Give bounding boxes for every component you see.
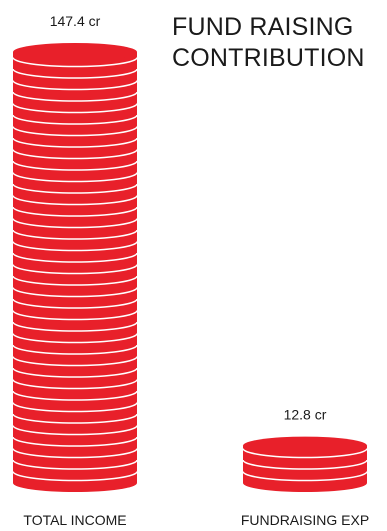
coin-edge (12, 172, 138, 183)
coin-edge (12, 287, 138, 298)
coin-edge (12, 264, 138, 275)
chart-title-line-1: FUND RAISING (172, 13, 354, 41)
coin-edge (12, 241, 138, 252)
coin-edge (242, 471, 368, 482)
chart-title-line-2: CONTRIBUTION (172, 44, 365, 72)
coin-top-total-income (13, 43, 137, 61)
coin-edge (12, 379, 138, 390)
bar-fundraising-exp (242, 436, 368, 492)
coin-edge (12, 448, 138, 459)
coin-edge (12, 57, 138, 68)
coin-edge (12, 252, 138, 263)
coin-edge (12, 80, 138, 91)
coin-edge (12, 91, 138, 102)
coin-edge (12, 390, 138, 401)
coin-top-fundraising-exp (243, 436, 367, 455)
coin-edge (12, 425, 138, 436)
coin-edge (12, 333, 138, 344)
coin-edge (12, 471, 138, 482)
coin-edge (12, 275, 138, 286)
coin-edge (12, 195, 138, 206)
value-label-total-income: 147.4 cr (50, 13, 101, 29)
category-labels: TOTAL INCOME FUNDRAISING EXP (23, 512, 369, 528)
coin-edge (12, 183, 138, 194)
coin-edge (12, 137, 138, 148)
coin-edge (12, 436, 138, 447)
bar-body-total-income (13, 52, 137, 483)
category-label-total-income: TOTAL INCOME (23, 512, 126, 528)
coin-edge (12, 298, 138, 309)
coin-edge (242, 448, 368, 459)
bars (12, 43, 368, 492)
coin-edge (12, 114, 138, 125)
coin-edge (12, 356, 138, 367)
chart-title: FUND RAISING CONTRIBUTION (172, 13, 365, 72)
bar-base-fundraising-exp (243, 474, 367, 492)
coin-edge (242, 459, 368, 470)
coin-edge (12, 206, 138, 217)
coin-edge (12, 459, 138, 470)
value-label-fundraising-exp: 12.8 cr (284, 407, 327, 423)
coin-edge (12, 149, 138, 160)
coin-edge (12, 344, 138, 355)
bar-total-income (12, 43, 138, 492)
coin-edge (12, 413, 138, 424)
coin-edge (12, 68, 138, 79)
coin-edge (12, 229, 138, 240)
coin-edge (12, 310, 138, 321)
coin-edge (12, 103, 138, 114)
coin-edge (12, 126, 138, 137)
coin-edge (12, 218, 138, 229)
coin-edge (12, 321, 138, 332)
bar-base-total-income (13, 474, 137, 492)
coin-edge (12, 160, 138, 171)
value-labels: 147.4 cr 12.8 cr (50, 13, 327, 423)
coin-edge (12, 402, 138, 413)
coin-edge (12, 367, 138, 378)
category-label-fundraising-exp: FUNDRAISING EXP (241, 512, 369, 528)
